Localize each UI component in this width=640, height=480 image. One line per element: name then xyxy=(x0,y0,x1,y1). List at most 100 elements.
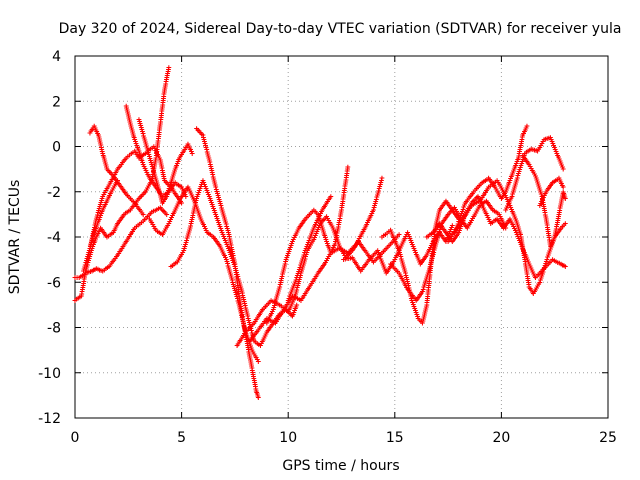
data-point: + xyxy=(197,186,203,196)
data-point: + xyxy=(420,285,426,295)
data-point: + xyxy=(264,301,270,311)
data-point: + xyxy=(218,202,224,212)
data-point: + xyxy=(337,244,343,254)
data-point: + xyxy=(514,158,520,168)
data-point: + xyxy=(84,265,90,275)
data-point: + xyxy=(513,215,519,225)
data-point: + xyxy=(320,263,326,273)
data-point: + xyxy=(437,228,443,238)
data-point: + xyxy=(376,252,382,262)
data-point: + xyxy=(187,187,193,197)
data-point: + xyxy=(514,217,520,227)
data-point: + xyxy=(154,148,160,158)
data-point: + xyxy=(560,181,566,191)
data-point: + xyxy=(326,253,332,263)
data-point: + xyxy=(216,194,222,204)
data-point: + xyxy=(79,288,85,298)
data-point: + xyxy=(234,277,240,287)
data-point: + xyxy=(423,307,429,317)
data-point: + xyxy=(362,262,368,272)
data-point: + xyxy=(272,298,278,308)
data-point: + xyxy=(275,316,281,326)
data-point: + xyxy=(366,251,372,261)
data-point: + xyxy=(432,226,438,236)
data-point: + xyxy=(179,150,185,160)
data-point: + xyxy=(181,189,187,199)
data-point: + xyxy=(394,252,400,262)
data-point: + xyxy=(557,206,563,216)
data-point: + xyxy=(239,311,245,321)
data-point: + xyxy=(131,134,137,144)
data-point: + xyxy=(261,304,267,314)
data-point: + xyxy=(440,224,446,234)
data-point: + xyxy=(505,202,511,212)
series-trace-20: ++++++++++++++++++++++++++++++++++++++++… xyxy=(445,122,530,247)
x-tick-label: 20 xyxy=(492,430,510,446)
data-point: + xyxy=(400,259,406,269)
data-point: + xyxy=(427,263,433,273)
data-point: + xyxy=(467,203,473,213)
data-point: + xyxy=(540,270,546,280)
data-point: + xyxy=(440,201,446,211)
data-point: + xyxy=(342,251,348,261)
data-point: + xyxy=(126,114,132,124)
data-point: + xyxy=(271,318,277,328)
data-point: + xyxy=(219,246,225,256)
data-point: + xyxy=(282,262,288,272)
data-point: + xyxy=(136,115,142,125)
data-point: + xyxy=(444,212,450,222)
data-point: + xyxy=(112,225,118,235)
data-point: + xyxy=(153,158,159,168)
data-point: + xyxy=(556,210,562,220)
data-point: + xyxy=(478,198,484,208)
data-point: + xyxy=(246,346,252,356)
data-point: + xyxy=(523,252,529,262)
data-point: + xyxy=(131,201,137,211)
data-point: + xyxy=(321,262,327,272)
data-point: + xyxy=(497,210,503,220)
data-point: + xyxy=(211,204,217,214)
data-point: + xyxy=(227,237,233,247)
data-point: + xyxy=(332,230,338,240)
data-point: + xyxy=(308,241,314,251)
data-point: + xyxy=(254,389,260,399)
data-point: + xyxy=(515,172,521,182)
data-point: + xyxy=(141,161,147,171)
data-point: + xyxy=(91,266,97,276)
data-point: + xyxy=(183,238,189,248)
data-point: + xyxy=(500,193,506,203)
data-point: + xyxy=(237,305,243,315)
data-point: + xyxy=(303,253,309,263)
data-point: + xyxy=(267,313,273,323)
data-point: + xyxy=(128,120,134,130)
data-point: + xyxy=(391,257,397,267)
data-point: + xyxy=(417,316,423,326)
data-point: + xyxy=(312,207,318,217)
data-point: + xyxy=(372,200,378,210)
data-point: + xyxy=(310,228,316,238)
data-point: + xyxy=(145,184,151,194)
data-point: + xyxy=(156,204,162,214)
data-point: + xyxy=(338,244,344,254)
data-point: + xyxy=(120,212,126,222)
data-point: + xyxy=(454,231,460,241)
data-point: + xyxy=(277,301,283,311)
data-point: + xyxy=(543,213,549,223)
data-point: + xyxy=(488,182,494,192)
data-point: + xyxy=(540,266,546,276)
data-point: + xyxy=(74,274,80,284)
data-point: + xyxy=(424,275,430,285)
data-point: + xyxy=(168,262,174,272)
data-point: + xyxy=(242,324,248,334)
data-point: + xyxy=(442,227,448,237)
data-point: + xyxy=(203,182,209,192)
data-point: + xyxy=(438,204,444,214)
data-point: + xyxy=(301,253,307,263)
data-point: + xyxy=(112,182,118,192)
data-point: + xyxy=(555,175,561,185)
data-point: + xyxy=(424,303,430,313)
data-point: + xyxy=(249,346,255,356)
data-point: + xyxy=(246,338,252,348)
data-point: + xyxy=(444,236,450,246)
data-point: + xyxy=(240,318,246,328)
